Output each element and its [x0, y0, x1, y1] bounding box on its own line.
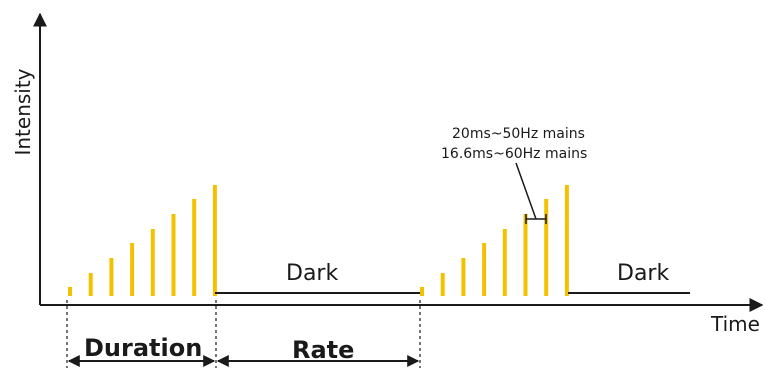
pulse-1-bar-7: [192, 199, 197, 296]
pulse-2-bar-8: [564, 185, 569, 296]
pulse-2-bar-1: [420, 287, 424, 296]
pulse-1-bar-4: [130, 243, 135, 296]
pulse-2-bar-3: [461, 258, 466, 296]
pulse-2-bar-2: [440, 273, 445, 296]
rate-label: Rate: [292, 336, 354, 364]
pulse-train-1: [68, 185, 217, 296]
annotation-leader: [515, 162, 537, 220]
pulse-2-bar-6: [523, 214, 528, 296]
duration-label: Duration: [84, 334, 202, 362]
pulse-1-bar-5: [150, 229, 155, 296]
annotation-line-1: 20ms~50Hz mains: [452, 126, 585, 142]
pulse-2-bar-5: [502, 229, 507, 296]
annotation-line-2: 16.6ms~60Hz mains: [441, 146, 587, 162]
pulse-1-bar-2: [88, 273, 93, 296]
pulse-1-bar-8: [212, 185, 217, 296]
dark-label-2: Dark: [617, 261, 669, 286]
dark-label-1: Dark: [286, 261, 338, 286]
x-axis-label: Time: [710, 312, 760, 336]
pulse-2-bar-7: [544, 199, 549, 296]
pulse-1-bar-6: [171, 214, 176, 296]
pulse-1-bar-1: [68, 287, 72, 296]
pulse-1-bar-3: [109, 258, 114, 296]
y-axis-label: Intensity: [11, 68, 35, 155]
pulse-2-bar-4: [482, 243, 487, 296]
pulse-train-2: [420, 185, 569, 296]
